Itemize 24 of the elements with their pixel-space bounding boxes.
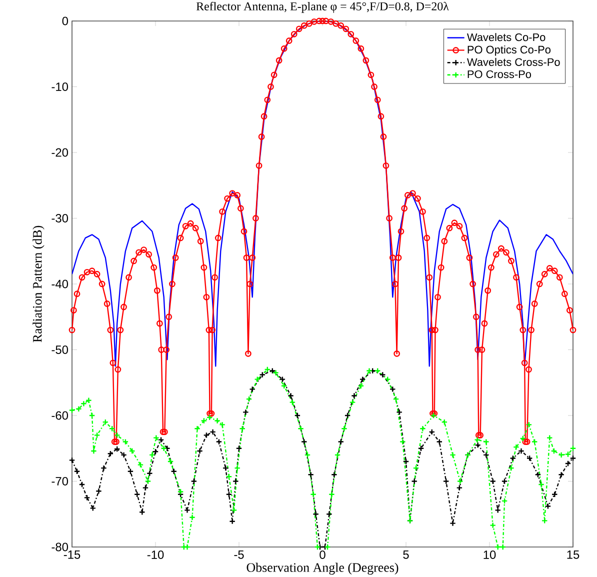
legend-label: Wavelets Co-Po <box>466 33 546 42</box>
x-tick-label: -15 <box>64 550 80 559</box>
y-tick-label: 0 <box>62 16 68 26</box>
legend-label: PO Cross-Po <box>468 70 532 78</box>
x-tick-label: -10 <box>147 550 164 559</box>
x-axis-title: Observation Angle (Degrees) <box>246 562 398 575</box>
y-tick-label: -80 <box>52 542 68 552</box>
x-tick-label: 5 <box>403 550 409 559</box>
y-tick-label: -60 <box>52 411 68 420</box>
legend-label: PO Optics Co-Po <box>468 45 550 56</box>
x-tick-label: 15 <box>567 550 580 559</box>
x-tick-label: 10 <box>484 550 496 559</box>
y-tick-label: -20 <box>52 148 68 157</box>
y-tick-label: -10 <box>52 82 68 91</box>
x-tick-label: 0 <box>320 550 326 559</box>
chart-title: Reflector Antenna, E-plane φ = 45°,F/D=0.8, D=20λ <box>196 2 449 13</box>
line-series <box>72 20 574 367</box>
legend-label: Wavelets Cross-Po <box>466 58 560 66</box>
y-tick-label: -40 <box>52 280 68 288</box>
y-tick-label: -70 <box>52 477 68 486</box>
y-tick-label: -30 <box>52 214 68 222</box>
y-axis-title: Radiation Pattern (dB) <box>32 226 44 342</box>
x-tick-label: -5 <box>234 550 244 559</box>
y-tick-label: -50 <box>52 346 68 354</box>
